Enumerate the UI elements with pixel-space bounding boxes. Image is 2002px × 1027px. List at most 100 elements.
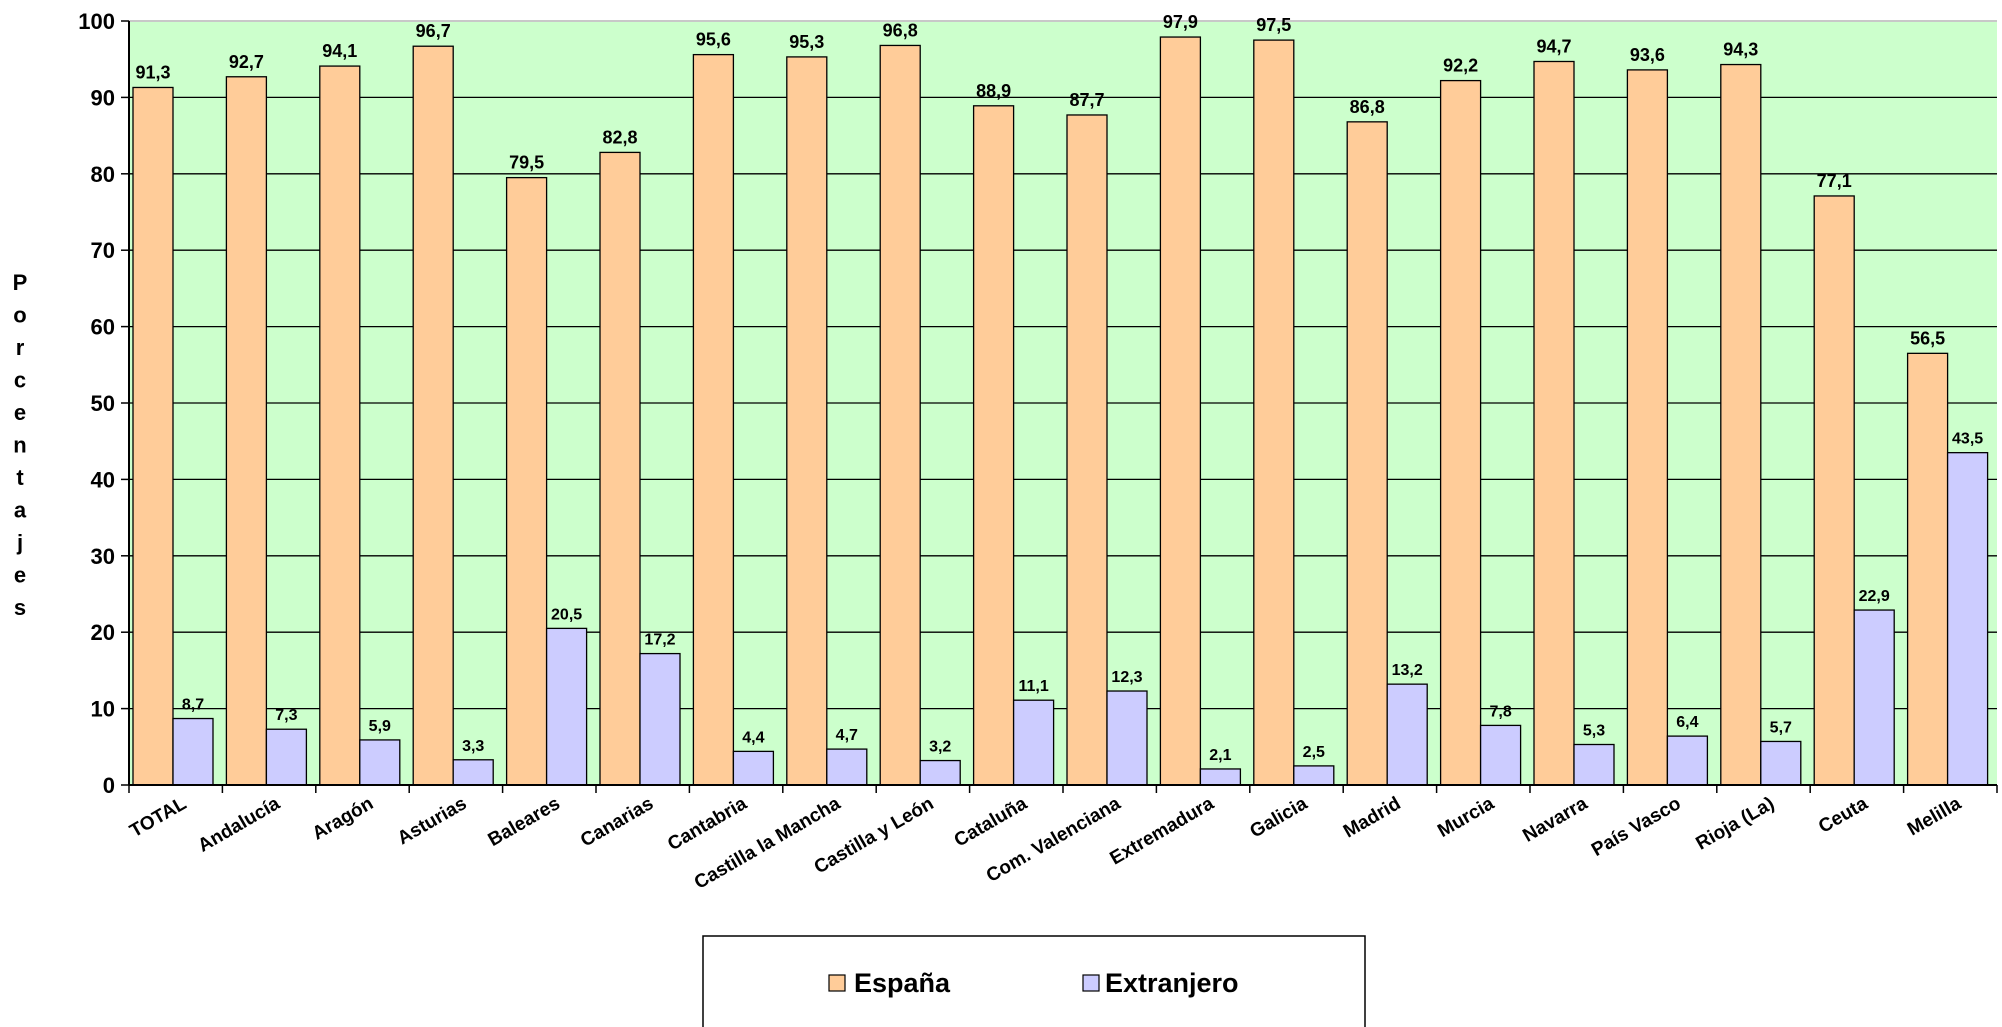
data-label: 7,3 [275,707,297,724]
data-label: 4,4 [742,729,764,746]
data-label: 79,5 [509,153,544,173]
data-label: 8,7 [182,697,204,714]
y-axis-title-letter: j [16,530,23,555]
y-tick-label: 100 [78,9,115,34]
bar-espana [1626,69,1669,786]
data-label: 22,9 [1859,588,1890,605]
x-tick-label: Asturias [394,793,470,849]
bar-espana [1533,60,1575,786]
bar-espana [1066,114,1108,786]
data-label: 43,5 [1952,431,1983,448]
y-tick-label: 30 [91,544,115,569]
data-label: 94,3 [1723,40,1758,60]
y-tick-label: 80 [91,162,115,187]
bar-extranjero [545,627,588,786]
bars: 91,3 8,7 92,7 7,3 94,1 5,9 96,7 3,3 79,5 20,5 82,8… [132,12,1989,786]
data-label: 94,1 [322,41,357,61]
bar-espana [972,105,1015,786]
legend-label-extranjero: Extranjero [1105,968,1239,998]
y-axis-title-letter: s [14,595,26,620]
x-tick-label: Ceuta [1815,793,1872,838]
y-axis-title-letter: r [16,335,25,360]
bar-extranjero [1293,765,1335,786]
data-label: 96,8 [883,20,918,40]
x-tick-label: Andalucía [194,793,284,857]
y-axis-title-letter: o [13,303,26,328]
data-label: 5,3 [1583,723,1605,740]
y-tick-label: 50 [91,391,115,416]
y-tick-label: 70 [91,238,115,263]
x-tick-label: Cantabria [664,793,751,855]
data-label: 82,8 [602,127,637,147]
y-tick-label: 20 [91,620,115,645]
bar-espana [1720,63,1762,786]
y-axis-title-letter: c [14,368,26,393]
data-label: 95,3 [789,32,824,52]
y-tick-label: 0 [103,773,115,798]
data-label: 5,7 [1770,719,1792,736]
bar-espana [319,65,361,786]
bar-extranjero [1106,690,1148,786]
data-label: 13,2 [1392,662,1423,679]
y-tick-label: 10 [91,697,115,722]
data-label: 88,9 [976,81,1011,101]
data-label: 93,6 [1630,45,1665,65]
y-axis-title-letter: a [14,498,27,523]
bar-espana [412,45,454,786]
bar-extranjero [1760,740,1802,786]
data-label: 95,6 [696,30,731,50]
bar-extranjero [826,748,868,786]
bar-extranjero [359,739,401,786]
bar-espana [786,56,828,786]
bar-espana [505,176,548,786]
y-tick-label: 90 [91,85,115,110]
bar-espana [879,44,921,786]
bar-extranjero [1479,724,1522,786]
bar-extranjero [732,750,775,786]
data-label: 2,1 [1209,747,1231,764]
data-label: 6,4 [1676,714,1698,731]
bar-espana [599,151,641,786]
bar-extranjero [1199,768,1242,786]
data-label: 77,1 [1817,171,1852,191]
data-label: 12,3 [1111,669,1142,686]
y-axis-title-letter: e [14,400,26,425]
data-label: 97,9 [1163,12,1198,32]
x-tick-label: Aragón [309,793,377,844]
x-tick-label: Canarias [577,793,657,851]
y-axis-title-letter: e [14,563,26,588]
data-label: 87,7 [1069,90,1104,110]
bar-espana [132,86,174,786]
legend-swatch-extranjero [1082,974,1100,992]
data-label: 92,7 [229,52,264,72]
bar-extranjero [1573,743,1615,786]
bar-extranjero [1853,609,1895,786]
data-label: 2,5 [1303,744,1325,761]
bar-extranjero [1666,735,1709,786]
data-label: 96,7 [416,21,451,41]
x-tick-label: TOTAL [126,793,190,842]
x-tick-label: Baleares [485,793,564,851]
data-label: 20,5 [551,606,582,623]
y-axis-title-letter: n [13,433,26,458]
x-tick-label: País Vasco [1588,793,1684,861]
data-label: 3,3 [462,738,484,755]
data-label: 91,3 [135,62,170,82]
x-tick-label: Navarra [1519,793,1591,847]
data-label: 3,2 [929,739,951,756]
bar-extranjero [1386,683,1428,786]
bar-espana [692,53,735,786]
bar-extranjero [1012,699,1055,786]
x-tick-label: Cataluña [951,793,1031,852]
bar-espana [1439,79,1482,786]
x-tick-label: Murcia [1434,793,1498,842]
bar-extranjero [172,717,214,786]
legend-swatch-espana [828,974,846,992]
y-axis-title-letter: t [16,465,24,490]
x-tick-label: Extremadura [1106,793,1217,869]
x-tick-label: Galicia [1247,793,1312,843]
data-label: 4,7 [836,727,858,744]
data-label: 56,5 [1910,328,1945,348]
x-tick-label: Melilla [1904,793,1965,840]
legend: España Extranjero [702,935,1366,1027]
